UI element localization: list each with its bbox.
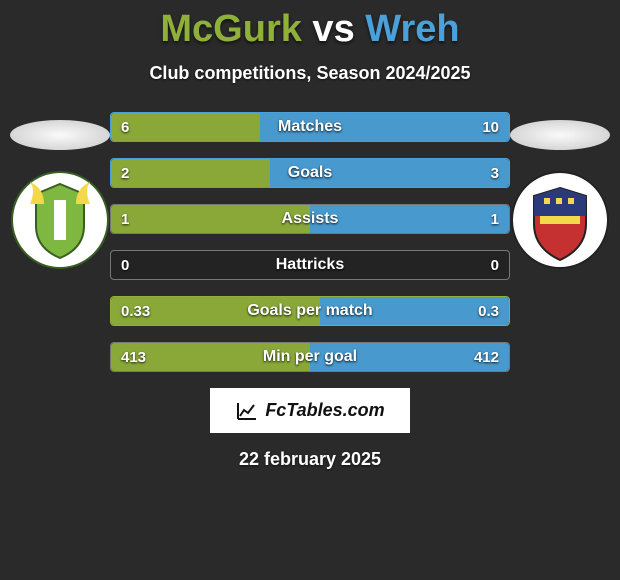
stat-value-left: 0.33 xyxy=(111,297,160,325)
club-crest-left xyxy=(10,170,110,270)
stat-row: 23Goals xyxy=(110,158,510,188)
stat-fill-right xyxy=(270,159,509,187)
date-text: 22 february 2025 xyxy=(0,449,620,470)
stat-value-left: 0 xyxy=(111,251,139,279)
stat-value-right: 3 xyxy=(481,159,509,187)
stat-row: 0 0Hattricks xyxy=(110,250,510,280)
player-photo-left xyxy=(10,120,110,150)
stat-row: 0.330.3Goals per match xyxy=(110,296,510,326)
stat-row: 11Assists xyxy=(110,204,510,234)
stat-value-left: 1 xyxy=(111,205,139,233)
title-vs: vs xyxy=(302,8,365,50)
stat-value-left: 6 xyxy=(111,113,139,141)
title-left-name: McGurk xyxy=(160,8,301,50)
watermark-text: FcTables.com xyxy=(265,400,384,421)
stat-fill-right xyxy=(310,205,509,233)
stat-value-right: 0.3 xyxy=(468,297,509,325)
stat-value-left: 2 xyxy=(111,159,139,187)
title-right-name: Wreh xyxy=(365,8,459,50)
stat-row: 413412Min per goal xyxy=(110,342,510,372)
chart-icon xyxy=(235,399,259,423)
stat-fill-left xyxy=(111,205,310,233)
club-crest-right xyxy=(510,170,610,270)
player-photo-right xyxy=(510,120,610,150)
stat-row: 610Matches xyxy=(110,112,510,142)
stat-value-right: 1 xyxy=(481,205,509,233)
stat-value-right: 412 xyxy=(464,343,509,371)
watermark: FcTables.com xyxy=(210,388,410,433)
subtitle: Club competitions, Season 2024/2025 xyxy=(0,63,620,84)
page-title: McGurk vs Wreh xyxy=(0,0,620,51)
stat-value-right: 10 xyxy=(472,113,509,141)
stat-label: Hattricks xyxy=(111,251,509,279)
stat-bars: 610Matches23Goals11Assists00Hattricks0.3… xyxy=(110,112,510,372)
stat-value-right: 0 xyxy=(481,251,509,279)
stat-value-left: 413 xyxy=(111,343,156,371)
